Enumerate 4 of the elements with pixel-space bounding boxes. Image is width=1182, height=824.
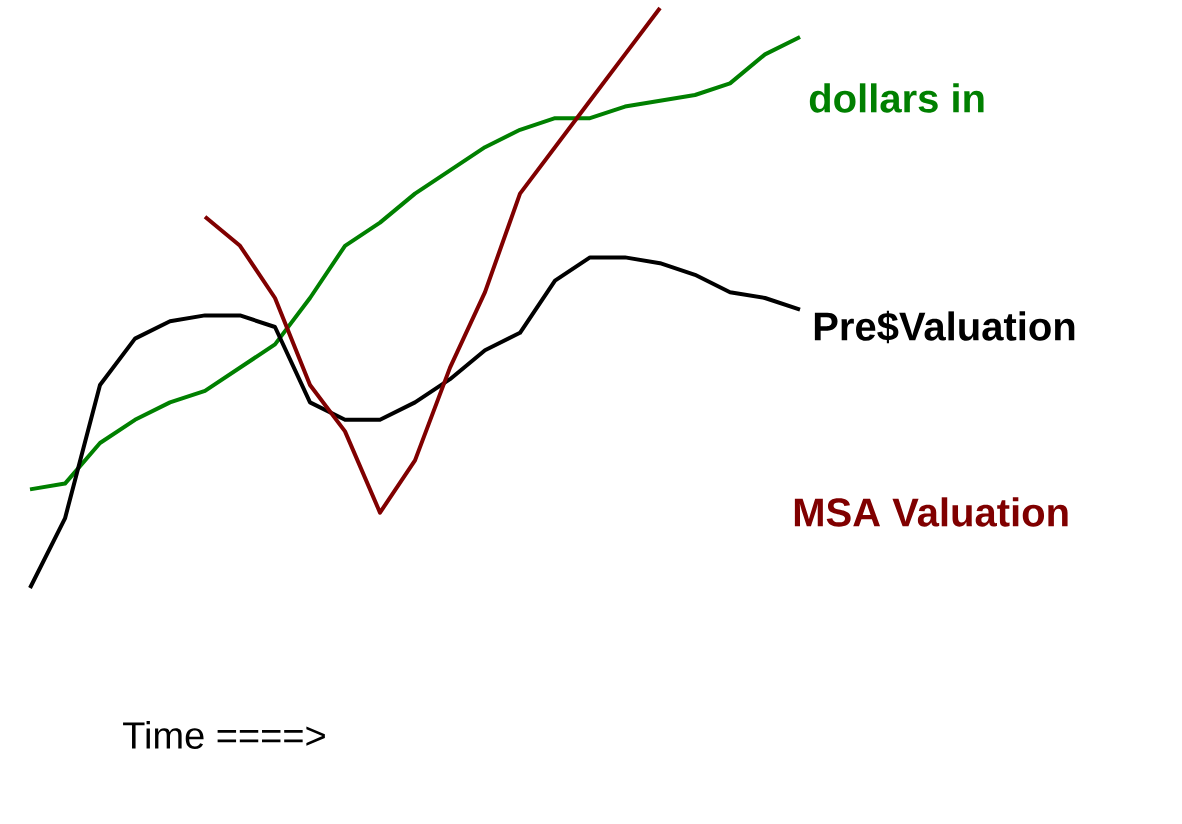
series-label: dollars in [809, 83, 984, 113]
series-label: Pre$Valuation [814, 310, 1075, 344]
text: MSA Valuation [794, 497, 1068, 527]
x-axis-title: Time ====> [123, 721, 325, 749]
